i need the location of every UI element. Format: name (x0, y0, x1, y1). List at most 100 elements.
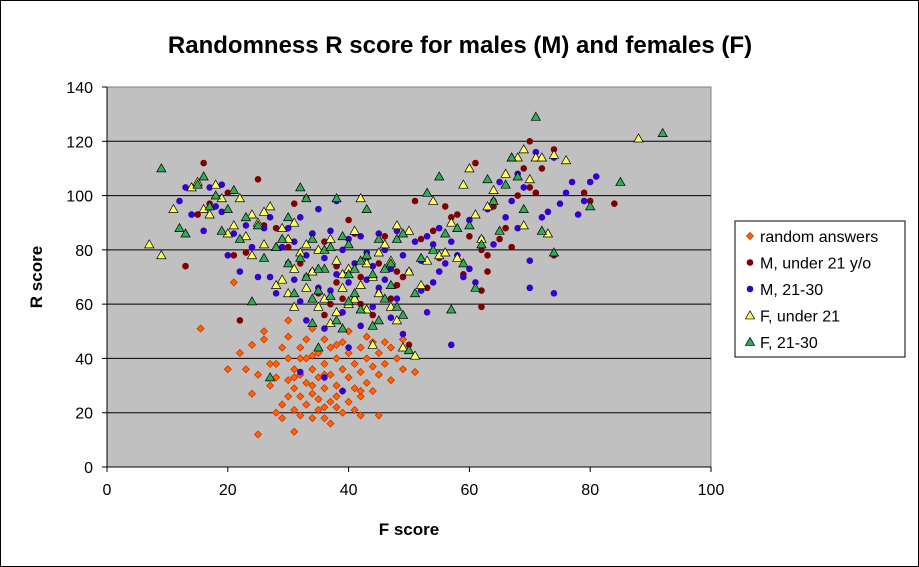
data-point (247, 340, 257, 349)
y-axis-title: R score (27, 246, 46, 308)
y-tick-label: 0 (84, 460, 93, 477)
data-point (518, 220, 529, 230)
data-point (326, 419, 335, 428)
data-point (488, 184, 499, 194)
data-point (332, 340, 341, 349)
data-point (321, 238, 328, 246)
data-point (403, 344, 415, 355)
legend: random answers M, under 21 y/o M, 21-30 F, … (734, 220, 906, 358)
data-point (204, 209, 215, 219)
data-point (356, 343, 365, 352)
data-point (344, 348, 353, 358)
data-point (176, 197, 183, 205)
data-point (332, 403, 341, 412)
data-point (361, 249, 372, 260)
data-point (520, 165, 528, 172)
data-point (174, 222, 185, 232)
data-point (284, 376, 293, 385)
data-point (282, 211, 294, 222)
data-point (303, 317, 310, 324)
data-point (296, 343, 305, 352)
data-point (320, 403, 329, 412)
data-point (403, 266, 415, 276)
data-point (343, 296, 354, 306)
data-point (326, 397, 335, 406)
data-point (490, 241, 497, 248)
data-point (381, 276, 389, 284)
data-point (349, 225, 360, 235)
data-point (270, 279, 282, 289)
data-point (259, 335, 269, 344)
data-point (367, 320, 378, 330)
data-point (301, 282, 312, 292)
data-point (235, 348, 244, 358)
data-point (344, 397, 353, 406)
data-point (375, 230, 383, 237)
data-point (272, 359, 281, 368)
data-point (435, 224, 443, 232)
data-point (156, 163, 167, 173)
data-point (375, 260, 383, 267)
data-point (206, 184, 213, 191)
data-point (368, 386, 377, 396)
gridlines (107, 140, 711, 414)
plot-area (106, 86, 712, 468)
data-point (289, 301, 300, 311)
data-point (500, 168, 511, 178)
data-point (399, 330, 407, 338)
data-point (391, 220, 403, 230)
data-point (266, 381, 275, 390)
data-point (276, 274, 288, 284)
data-point (284, 332, 293, 341)
y-tick-labels: 0 20 40 60 80 100 120 140 (66, 80, 93, 477)
x-tick-label: 0 (103, 482, 112, 499)
data-point (380, 338, 389, 347)
data-point (230, 251, 238, 259)
data-point (615, 176, 626, 186)
y-tick-label: 80 (75, 243, 93, 260)
data-point (391, 301, 403, 311)
data-point (284, 316, 293, 325)
data-point (355, 255, 366, 265)
data-point (351, 260, 358, 267)
data-point (458, 179, 469, 189)
data-point (212, 203, 220, 210)
data-point (223, 365, 232, 374)
data-point (391, 233, 403, 243)
data-point (379, 293, 391, 303)
data-point (278, 343, 287, 352)
data-point (452, 252, 463, 262)
data-point (338, 365, 347, 374)
data-point (386, 343, 395, 352)
data-point (331, 255, 342, 265)
data-point (349, 287, 360, 298)
data-point (248, 243, 256, 251)
data-point (325, 290, 336, 300)
data-point (356, 367, 365, 377)
data-point (387, 295, 395, 303)
data-point (423, 232, 431, 240)
data-point (398, 365, 408, 374)
data-point (446, 304, 457, 314)
data-point (592, 173, 600, 180)
data-point (466, 232, 473, 240)
data-point (315, 205, 322, 213)
data-point (204, 201, 215, 211)
data-point (266, 359, 275, 368)
data-point (339, 387, 346, 395)
data-point (484, 268, 491, 275)
data-point (391, 315, 403, 325)
x-tick-label: 100 (698, 482, 725, 499)
data-point (295, 252, 306, 262)
data-point (210, 179, 221, 189)
data-point (512, 171, 523, 181)
x-tick-label: 60 (461, 482, 479, 499)
data-point (488, 195, 499, 205)
data-point (350, 359, 359, 368)
data-point (584, 201, 596, 211)
data-point (520, 184, 528, 191)
data-point (224, 189, 232, 197)
data-point (482, 201, 493, 211)
data-point (580, 189, 588, 197)
data-point (399, 251, 407, 259)
